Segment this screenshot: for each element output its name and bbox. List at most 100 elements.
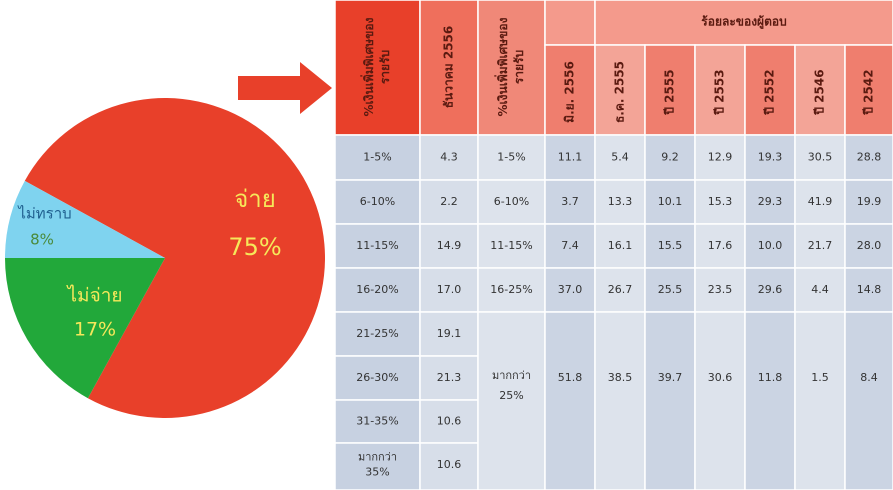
cell-bg — [334, 311, 421, 357]
cell-bg — [477, 267, 546, 313]
cell-text: 21.3 — [437, 371, 462, 384]
cell-bg — [744, 311, 796, 490]
cell-text: 28.8 — [857, 151, 882, 164]
cell-bg — [694, 311, 746, 490]
cell-text: 4.4 — [811, 283, 829, 296]
cell-bg — [844, 311, 893, 490]
cell-text: 14.9 — [437, 239, 462, 252]
cell-text: 25% — [499, 389, 523, 402]
cell-bg — [794, 267, 846, 313]
cell-text: 51.8 — [558, 371, 583, 384]
header-cell — [544, 0, 596, 46]
cell-text: 10.0 — [758, 239, 783, 252]
header-cell — [744, 44, 796, 136]
cell-text: 11.1 — [558, 151, 583, 164]
cell-bg — [644, 311, 696, 490]
cell-bg — [419, 442, 479, 490]
cell-text: 11.8 — [758, 371, 783, 384]
header: ธันวาคม 2556 — [442, 26, 456, 109]
cell-bg — [794, 223, 846, 269]
cell-bg — [694, 134, 746, 181]
header-cell — [594, 44, 646, 136]
cell-text: 11-15% — [490, 239, 532, 252]
cell-text: 26-30% — [356, 371, 398, 384]
cell-text: 29.6 — [758, 283, 783, 296]
cell-bg — [644, 134, 696, 181]
header: รายรับ — [512, 50, 526, 84]
header-cell — [694, 44, 746, 136]
cell-text: 8.4 — [860, 371, 878, 384]
header-cell — [334, 0, 421, 136]
cell-text: 35% — [365, 466, 389, 479]
cell-bg — [334, 134, 421, 181]
cell-bg — [644, 267, 696, 313]
cell-bg — [334, 355, 421, 401]
cell-text: 5.4 — [611, 151, 629, 164]
cell-bg — [477, 179, 546, 225]
cell-text: 11-15% — [356, 239, 398, 252]
slice-value: 75% — [228, 233, 281, 261]
arrow — [238, 62, 332, 114]
slice-value: 8% — [30, 231, 54, 249]
cell-text: 12.9 — [708, 151, 733, 164]
cell-text: มากกว่า — [358, 451, 397, 464]
slice-value: 17% — [74, 319, 116, 341]
cell-bg — [334, 442, 421, 490]
cell-text: 28.0 — [857, 239, 882, 252]
sub-header: ธ.ค. 2555 — [613, 61, 627, 123]
pie-slice — [24, 98, 326, 419]
cell-text: 23.5 — [708, 283, 733, 296]
cell-text: 21-25% — [356, 327, 398, 340]
cell-text: มากกว่า — [492, 369, 531, 382]
cell-bg — [594, 311, 646, 490]
sub-header: ปี 2555 — [663, 69, 677, 115]
cell-text: 26.7 — [608, 283, 633, 296]
cell-text: 1-5% — [363, 151, 391, 164]
cell-text: 6-10% — [494, 195, 529, 208]
cell-text: 14.8 — [857, 283, 882, 296]
cell-text: 17.0 — [437, 283, 462, 296]
sub-header: ปี 2552 — [763, 69, 777, 115]
cell-text: 30.5 — [808, 151, 833, 164]
cell-bg — [334, 399, 421, 444]
cell-text: 10.6 — [437, 458, 462, 471]
cell-text: 6-10% — [360, 195, 395, 208]
cell-text: 10.1 — [658, 195, 683, 208]
cell-bg — [419, 179, 479, 225]
cell-text: 30.6 — [708, 371, 733, 384]
pie-slice — [5, 180, 165, 258]
cell-bg — [544, 311, 596, 490]
cell-text: 25.5 — [658, 283, 683, 296]
sub-header: ปี 2553 — [713, 69, 727, 115]
cell-bg — [419, 223, 479, 269]
pie-slice — [5, 258, 165, 399]
cell-bg — [594, 223, 646, 269]
cell-text: 41.9 — [808, 195, 833, 208]
cell-bg — [544, 267, 596, 313]
header: รายรับ — [378, 50, 392, 84]
header-cell — [419, 0, 479, 136]
cell-bg — [794, 311, 846, 490]
cell-bg — [744, 267, 796, 313]
cell-text: 37.0 — [558, 283, 583, 296]
cell-text: 19.9 — [857, 195, 882, 208]
cell-bg — [419, 311, 479, 357]
slice-label: ไม่ทราบ — [17, 205, 71, 223]
cell-bg — [844, 267, 893, 313]
cell-bg — [477, 311, 546, 490]
cell-text: 7.4 — [561, 239, 579, 252]
cell-text: 21.7 — [808, 239, 833, 252]
cell-bg — [844, 223, 893, 269]
cell-text: 4.3 — [440, 151, 458, 164]
cell-bg — [844, 179, 893, 225]
cell-text: 3.7 — [561, 195, 579, 208]
cell-bg — [544, 179, 596, 225]
cell-text: 15.3 — [708, 195, 733, 208]
cell-text: 16-25% — [490, 283, 532, 296]
header-cell — [644, 44, 696, 136]
sub-header: ปี 2546 — [813, 69, 827, 115]
header-cell — [477, 0, 546, 136]
cell-text: 16.1 — [608, 239, 633, 252]
